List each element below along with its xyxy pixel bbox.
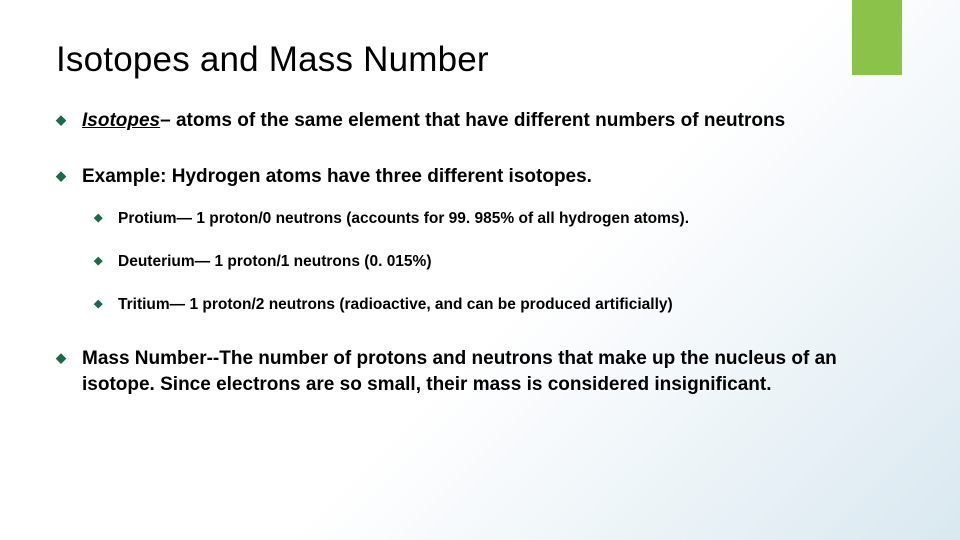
list-item: Mass Number--The number of protons and n… <box>56 346 904 397</box>
sub-list-item: Protium— 1 proton/0 neutrons (accounts f… <box>94 209 904 230</box>
example-heading: Example: Hydrogen atoms have three diffe… <box>82 166 592 187</box>
list-item: Example: Hydrogen atoms have three diffe… <box>56 164 904 316</box>
sub-bullet-list: Protium— 1 proton/0 neutrons (accounts f… <box>82 209 904 316</box>
term-isotopes: Isotopes <box>82 110 160 131</box>
definition-text: – atoms of the same element that have di… <box>160 110 785 131</box>
slide-title: Isotopes and Mass Number <box>56 40 904 80</box>
accent-block <box>852 0 902 75</box>
list-item: Isotopes– atoms of the same element that… <box>56 108 904 134</box>
slide-content: Isotopes and Mass Number Isotopes– atoms… <box>0 0 960 397</box>
sub-list-item: Deuterium— 1 proton/1 neutrons (0. 015%) <box>94 252 904 273</box>
sub-list-item: Tritium— 1 proton/2 neutrons (radioactiv… <box>94 295 904 316</box>
bullet-list: Isotopes– atoms of the same element that… <box>56 108 904 397</box>
